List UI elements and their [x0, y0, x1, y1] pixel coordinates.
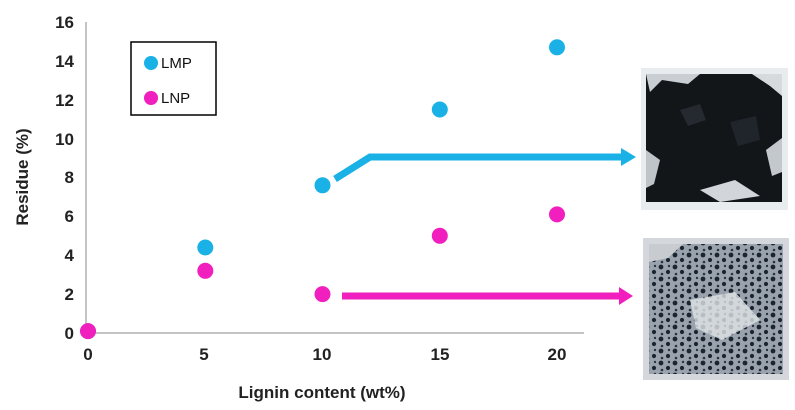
data-point-lmp — [314, 177, 331, 194]
data-point-lnp — [549, 206, 565, 223]
lnp-residue-photo — [643, 238, 789, 380]
data-point-lmp — [549, 39, 565, 56]
x-tick-label: 0 — [83, 345, 92, 364]
lnp-arrow-head — [619, 287, 633, 305]
y-tick-label: 12 — [55, 91, 74, 110]
y-tick-label: 6 — [65, 207, 74, 226]
lmp-arrow — [333, 148, 636, 182]
legend-label-lnp: LNP — [161, 90, 190, 107]
data-point-lnp — [197, 262, 214, 279]
lmp-residue-photo — [641, 68, 788, 210]
x-ticks: 0 5 10 15 20 — [83, 345, 566, 364]
data-point-lnp — [431, 227, 448, 244]
data-point-lmp — [431, 101, 448, 118]
y-axis-title: Residue (%) — [13, 128, 32, 225]
data-point-lnp — [80, 323, 96, 340]
x-tick-label: 5 — [199, 345, 208, 364]
data-point-lmp — [197, 239, 214, 256]
y-tick-label: 16 — [55, 13, 74, 32]
y-tick-label: 0 — [65, 324, 74, 343]
x-tick-label: 20 — [548, 345, 567, 364]
y-tick-label: 14 — [55, 52, 74, 71]
legend-marker-lmp — [144, 56, 158, 70]
x-tick-label: 15 — [431, 345, 450, 364]
legend-label-lmp: LMP — [161, 55, 192, 72]
data-point-lnp — [314, 286, 331, 303]
legend: LMP LNP — [130, 41, 217, 116]
lnp-arrow — [342, 287, 633, 305]
x-axis-title: Lignin content (wt%) — [238, 383, 405, 402]
y-tick-label: 2 — [65, 285, 74, 304]
legend-box — [130, 41, 217, 116]
lmp-arrow-shaft — [333, 153, 624, 182]
y-tick-label: 8 — [65, 168, 74, 187]
x-tick-label: 10 — [313, 345, 332, 364]
legend-marker-lnp — [144, 91, 158, 105]
y-ticks: 0 2 4 6 8 10 12 14 16 — [55, 13, 74, 343]
lmp-arrow-head — [621, 148, 636, 166]
y-tick-label: 4 — [65, 246, 75, 265]
data-points — [80, 39, 565, 340]
y-tick-label: 10 — [55, 130, 74, 149]
